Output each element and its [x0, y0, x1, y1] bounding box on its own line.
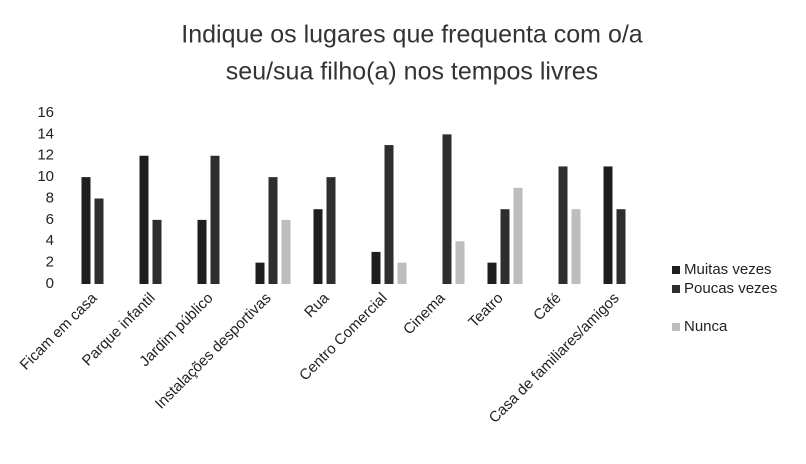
bar: [255, 262, 265, 284]
bar: [500, 209, 510, 284]
bar: [197, 219, 207, 284]
bar: [268, 177, 278, 284]
legend-label: Muitas vezes: [684, 261, 772, 278]
y-tick-label: 10: [37, 168, 54, 185]
y-tick-label: 12: [37, 147, 54, 164]
x-tick-label: Instalações desportivas: [152, 290, 275, 413]
bar: [94, 198, 104, 284]
bar: [326, 177, 336, 284]
legend-swatch: [672, 285, 680, 293]
x-tick-label: Cinema: [400, 289, 449, 338]
bar: [558, 166, 568, 284]
bar: [384, 145, 394, 284]
bar: [603, 166, 613, 284]
bar: [455, 241, 465, 284]
bar: [81, 177, 91, 284]
chart-title: Indique os lugares que frequenta com o/a: [181, 21, 643, 49]
bar: [442, 134, 452, 284]
chart-title: seu/sua filho(a) nos tempos livres: [226, 58, 598, 86]
bar: [397, 262, 407, 284]
bar: [313, 209, 323, 284]
bar: [513, 187, 523, 284]
x-tick-label: Café: [530, 290, 564, 324]
y-tick-label: 6: [46, 211, 54, 228]
legend-swatch: [672, 323, 680, 331]
y-tick-label: 2: [46, 254, 54, 271]
y-tick-label: 4: [46, 232, 54, 249]
x-tick-label: Rua: [301, 289, 333, 321]
bar: [210, 155, 220, 284]
y-tick-label: 16: [37, 104, 54, 121]
legend-swatch: [672, 266, 680, 274]
y-tick-label: 0: [46, 275, 54, 292]
bar: [616, 209, 626, 284]
y-tick-label: 14: [37, 125, 54, 142]
bar: [139, 155, 149, 284]
bar: [487, 262, 497, 284]
y-tick-label: 8: [46, 189, 54, 206]
bar: [571, 209, 581, 284]
x-tick-label: Teatro: [465, 290, 507, 332]
legend-label: Poucas vezes: [684, 280, 777, 297]
legend-label: Nunca: [684, 318, 728, 335]
bar: [152, 219, 162, 284]
bar: [371, 251, 381, 284]
bar: [281, 219, 291, 284]
